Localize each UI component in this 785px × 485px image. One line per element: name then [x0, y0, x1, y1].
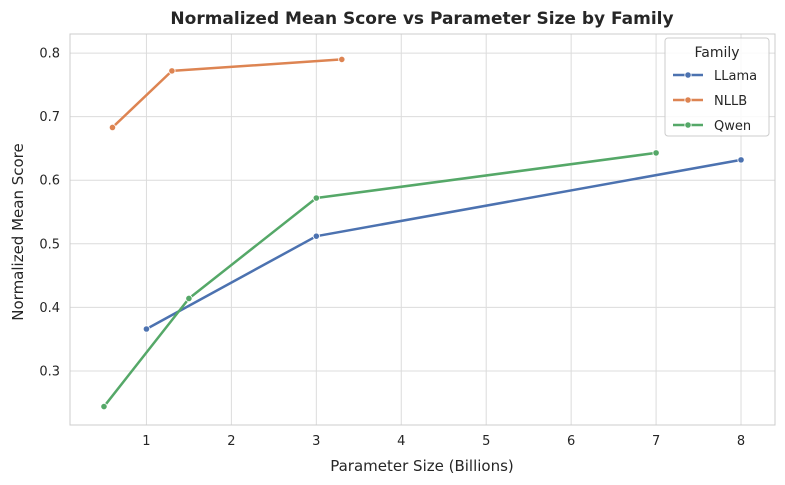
- legend-entries: LLama NLLB Qwen: [673, 69, 757, 134]
- y-tick-label: 0.8: [39, 47, 60, 62]
- x-tick-label: 1: [142, 434, 150, 449]
- data-point-llama: [312, 232, 320, 240]
- series-qwen: [100, 149, 660, 411]
- x-tick-label: 8: [737, 434, 745, 449]
- legend-entry-qwen: Qwen: [673, 119, 751, 134]
- legend-swatch-marker-llama: [684, 71, 692, 79]
- data-point-qwen: [185, 294, 193, 303]
- x-axis-ticks: 1 2 3 4 5 6 7 8: [142, 434, 745, 449]
- x-tick-label: 6: [567, 434, 575, 449]
- legend-label-nllb: NLLB: [714, 94, 747, 109]
- data-point-qwen: [652, 149, 660, 157]
- legend-entry-nllb: NLLB: [673, 94, 747, 109]
- y-axis-label: Normalized Mean Score: [9, 143, 27, 320]
- legend-swatch-marker-nllb: [684, 96, 692, 104]
- legend-label-qwen: Qwen: [714, 119, 751, 134]
- y-tick-label: 0.7: [39, 110, 60, 125]
- data-point-qwen: [312, 194, 320, 202]
- series-layer: [100, 55, 745, 411]
- y-axis-ticks: 0.3 0.4 0.5 0.6 0.7 0.8: [39, 47, 60, 380]
- data-point-llama: [142, 325, 151, 333]
- x-tick-label: 7: [652, 434, 660, 449]
- legend-box: [664, 37, 770, 137]
- x-tick-label: 4: [397, 434, 405, 449]
- legend-label-llama: LLama: [714, 69, 757, 84]
- x-tick-label: 5: [482, 434, 490, 449]
- legend: Family LLama NLLB Qwen: [664, 37, 770, 137]
- data-point-llama: [737, 156, 745, 164]
- chart-title: Normalized Mean Score vs Parameter Size …: [170, 9, 673, 29]
- x-tick-label: 3: [312, 434, 320, 449]
- data-point-nllb: [168, 67, 176, 75]
- series-nllb: [108, 55, 346, 132]
- series-llama: [142, 156, 745, 333]
- series-line-qwen: [102, 151, 658, 408]
- data-point-nllb: [108, 123, 117, 132]
- data-point-qwen: [100, 402, 108, 411]
- y-tick-label: 0.5: [39, 237, 60, 252]
- legend-entry-llama: LLama: [673, 69, 757, 84]
- y-tick-label: 0.4: [39, 301, 60, 316]
- legend-title: Family: [694, 45, 739, 61]
- legend-swatch-marker-qwen: [684, 121, 692, 129]
- y-tick-label: 0.3: [39, 364, 60, 379]
- data-point-nllb: [338, 55, 346, 64]
- x-axis-label: Parameter Size (Billions): [330, 457, 514, 475]
- plot-frame: [69, 33, 776, 426]
- y-tick-label: 0.6: [39, 174, 60, 189]
- x-tick-label: 2: [227, 434, 235, 449]
